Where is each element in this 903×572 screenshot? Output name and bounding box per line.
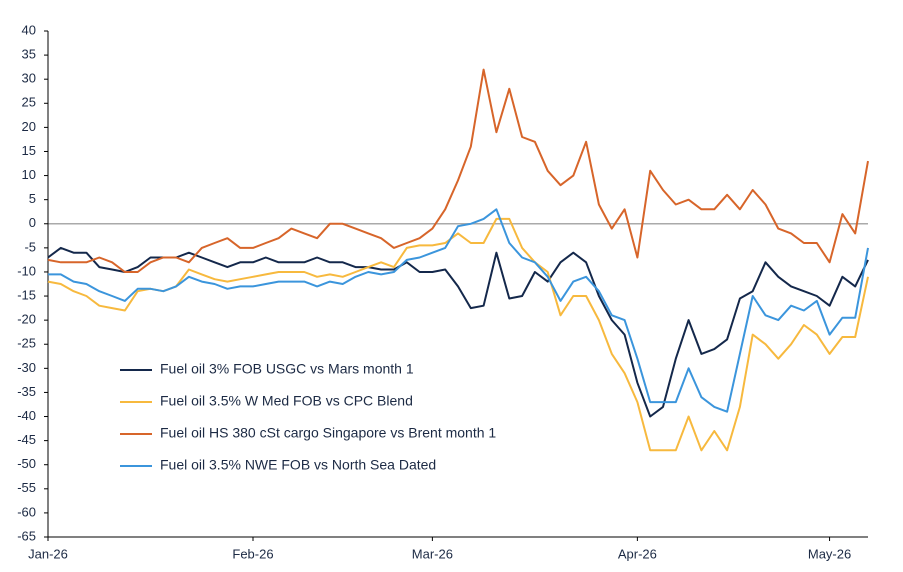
x-tick-label: Jan-26: [28, 546, 68, 561]
series-line: [47, 217, 869, 452]
y-tick-label: -30: [17, 360, 36, 375]
y-tick-label: -50: [17, 456, 36, 471]
series-line: [47, 68, 869, 273]
y-tick-label: -25: [17, 336, 36, 351]
y-tick-label: 35: [22, 47, 36, 62]
legend-box: [110, 350, 558, 485]
y-tick-label: -60: [17, 504, 36, 519]
y-tick-label: -20: [17, 312, 36, 327]
legend-label: Fuel oil 3% FOB USGC vs Mars month 1: [160, 361, 414, 377]
y-tick-label: 20: [22, 119, 36, 134]
x-tick-label: Mar-26: [412, 546, 453, 561]
legend-label: Fuel oil 3.5% W Med FOB vs CPC Blend: [160, 393, 413, 409]
x-tick-label: Feb-26: [232, 546, 273, 561]
y-tick-label: 30: [22, 71, 36, 86]
y-tick-label: -15: [17, 287, 36, 302]
y-tick-label: -5: [24, 239, 36, 254]
y-tick-label: 10: [22, 167, 36, 182]
series-line: [48, 208, 869, 413]
x-tick-label: May-26: [808, 546, 851, 561]
y-tick-label: -45: [17, 432, 36, 447]
y-tick-label: 0: [29, 215, 36, 230]
y-tick-label: 15: [22, 143, 36, 158]
y-tick-label: 5: [29, 191, 36, 206]
legend-label: Fuel oil HS 380 cSt cargo Singapore vs B…: [160, 425, 496, 441]
y-tick-label: -40: [17, 408, 36, 423]
y-tick-label: -65: [17, 528, 36, 543]
legend-label: Fuel oil 3.5% NWE FOB vs North Sea Dated: [160, 457, 436, 473]
y-tick-label: 40: [22, 22, 36, 37]
series-line: [47, 246, 869, 418]
y-tick-label: 25: [22, 95, 36, 110]
x-tick-label: Apr-26: [618, 546, 657, 561]
y-tick-label: -10: [17, 263, 36, 278]
y-tick-label: -35: [17, 384, 36, 399]
y-tick-label: -55: [17, 480, 36, 495]
